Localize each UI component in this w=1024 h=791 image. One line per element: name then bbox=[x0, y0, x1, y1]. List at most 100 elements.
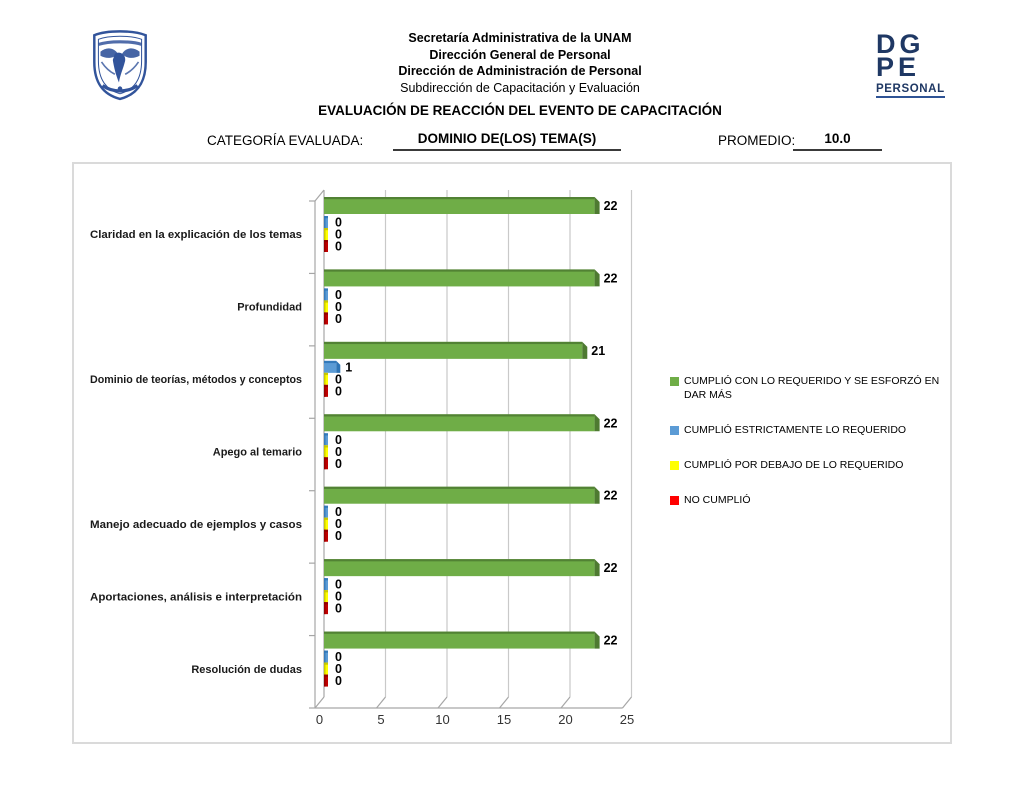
bar-top-shade bbox=[324, 650, 328, 653]
legend-item-3: CUMPLIÓ POR DEBAJO DE LO REQUERIDO bbox=[670, 458, 940, 472]
value-label: 1 bbox=[345, 360, 352, 374]
value-label: 22 bbox=[604, 561, 618, 575]
bar-series-3 bbox=[324, 300, 328, 313]
bar-left-shade bbox=[324, 662, 326, 675]
gridline-floor-edge bbox=[622, 696, 632, 709]
x-tick-label: 0 bbox=[316, 712, 323, 727]
chart-legend: CUMPLIÓ CON LO REQUERIDO Y SE ESFORZÓ EN… bbox=[670, 374, 940, 528]
bar-left-shade bbox=[324, 384, 326, 397]
bar-series-2 bbox=[324, 433, 328, 446]
bar-series-4 bbox=[324, 457, 328, 470]
bar-top-shade bbox=[324, 360, 337, 364]
bar-top-shade bbox=[324, 590, 328, 593]
value-label: 0 bbox=[335, 312, 342, 326]
value-label: 0 bbox=[335, 288, 342, 302]
bar-top-shade bbox=[324, 312, 328, 315]
bar-series-3 bbox=[324, 228, 328, 240]
promedio-label: PROMEDIO: bbox=[718, 133, 796, 148]
legend-swatch-icon bbox=[670, 377, 679, 386]
legend-item-4: NO CUMPLIÓ bbox=[670, 493, 940, 507]
bar-top-shade bbox=[324, 300, 328, 303]
bar-series-1 bbox=[324, 197, 595, 214]
value-label: 0 bbox=[335, 300, 342, 314]
value-label: 0 bbox=[335, 505, 342, 519]
gridline-floor-edge bbox=[437, 696, 448, 709]
bar-left-shade bbox=[324, 372, 326, 385]
bar-left-shade bbox=[324, 228, 326, 240]
bar-series-4 bbox=[324, 240, 328, 252]
bar-end-cap bbox=[594, 197, 600, 214]
bar-series-1 bbox=[324, 559, 595, 577]
org-line-1: Secretaría Administrativa de la UNAM bbox=[408, 31, 632, 45]
unam-shield-icon bbox=[93, 30, 147, 101]
bar-top-shade bbox=[324, 197, 595, 200]
category-label: Claridad en la explicación de los temas bbox=[90, 229, 302, 241]
value-label: 0 bbox=[335, 384, 342, 398]
bar-top-shade bbox=[324, 433, 328, 436]
unam-logo bbox=[84, 27, 156, 101]
bar-series-2 bbox=[324, 505, 328, 518]
value-label: 22 bbox=[604, 199, 618, 213]
bar-left-shade bbox=[324, 602, 326, 615]
legend-swatch-icon bbox=[670, 426, 679, 435]
value-label: 22 bbox=[604, 271, 618, 285]
legend-label: CUMPLIÓ POR DEBAJO DE LO REQUERIDO bbox=[684, 459, 904, 471]
bar-top-shade bbox=[324, 372, 328, 376]
bar-top-shade bbox=[324, 602, 328, 605]
bar-left-shade bbox=[324, 529, 326, 542]
x-tick-label: 5 bbox=[377, 712, 384, 727]
bar-top-shade bbox=[324, 457, 328, 460]
bar-left-shade bbox=[324, 433, 326, 446]
category-label: Resolución de dudas bbox=[191, 664, 302, 676]
promedio-value: 10.0 bbox=[793, 131, 882, 151]
bar-left-shade bbox=[324, 288, 326, 301]
value-label: 0 bbox=[335, 228, 342, 242]
bar-left-shade bbox=[324, 578, 326, 591]
value-label: 0 bbox=[335, 590, 342, 604]
bar-end-cap bbox=[594, 559, 600, 577]
bar-top-shade bbox=[324, 288, 328, 291]
bar-series-3 bbox=[324, 662, 328, 675]
value-label: 0 bbox=[335, 445, 342, 459]
legend-label: NO CUMPLIÓ bbox=[684, 494, 751, 506]
value-label: 0 bbox=[335, 372, 342, 386]
bar-left-shade bbox=[324, 517, 326, 530]
value-label: 0 bbox=[335, 650, 342, 664]
x-tick-label: 15 bbox=[497, 712, 511, 727]
bar-top-shade bbox=[324, 414, 595, 417]
axis-top-edge bbox=[314, 189, 325, 202]
value-label: 0 bbox=[335, 216, 342, 230]
value-label: 0 bbox=[335, 602, 342, 616]
bar-series-2 bbox=[324, 288, 328, 301]
value-label: 0 bbox=[335, 240, 342, 254]
chart-container: 0 5 10 15 20 25 Claridad en la explicación de … bbox=[72, 162, 952, 744]
page-title: EVALUACIÓN DE REACCIÓN DEL EVENTO DE CAP… bbox=[318, 103, 722, 118]
bar-series-2 bbox=[324, 216, 328, 228]
bar-series-3 bbox=[324, 445, 328, 458]
bar-top-shade bbox=[324, 240, 328, 243]
legend-swatch-icon bbox=[670, 461, 679, 470]
gridline-floor-edge bbox=[499, 696, 509, 709]
value-label: 0 bbox=[335, 578, 342, 592]
dgpe-logo-personal: PERSONAL bbox=[876, 83, 945, 98]
legend-label: CUMPLIÓ ESTRICTAMENTE LO REQUERIDO bbox=[684, 424, 907, 436]
bar-end-cap bbox=[594, 414, 600, 432]
gridline-floor-edge bbox=[560, 696, 571, 709]
value-label: 0 bbox=[335, 662, 342, 676]
bar-end-cap bbox=[582, 341, 588, 359]
value-label: 22 bbox=[604, 416, 618, 430]
bar-left-shade bbox=[324, 650, 326, 663]
bar-series-4 bbox=[324, 312, 328, 325]
legend-swatch-icon bbox=[670, 496, 679, 505]
bar-top-shade bbox=[324, 228, 328, 231]
value-label: 0 bbox=[335, 433, 342, 447]
org-line-3: Dirección de Administración de Personal bbox=[398, 64, 642, 78]
x-tick-label: 25 bbox=[620, 712, 634, 727]
bar-series-2 bbox=[324, 650, 328, 663]
dgpe-logo-pe: PE bbox=[876, 52, 921, 82]
x-tick-label: 20 bbox=[558, 712, 572, 727]
value-label: 21 bbox=[591, 344, 605, 358]
bar-end-cap bbox=[594, 486, 600, 504]
categoria-evaluada-value: DOMINIO DE(LOS) TEMA(S) bbox=[393, 131, 621, 151]
legend-label: CUMPLIÓ CON LO REQUERIDO Y SE ESFORZÓ EN… bbox=[684, 375, 940, 401]
